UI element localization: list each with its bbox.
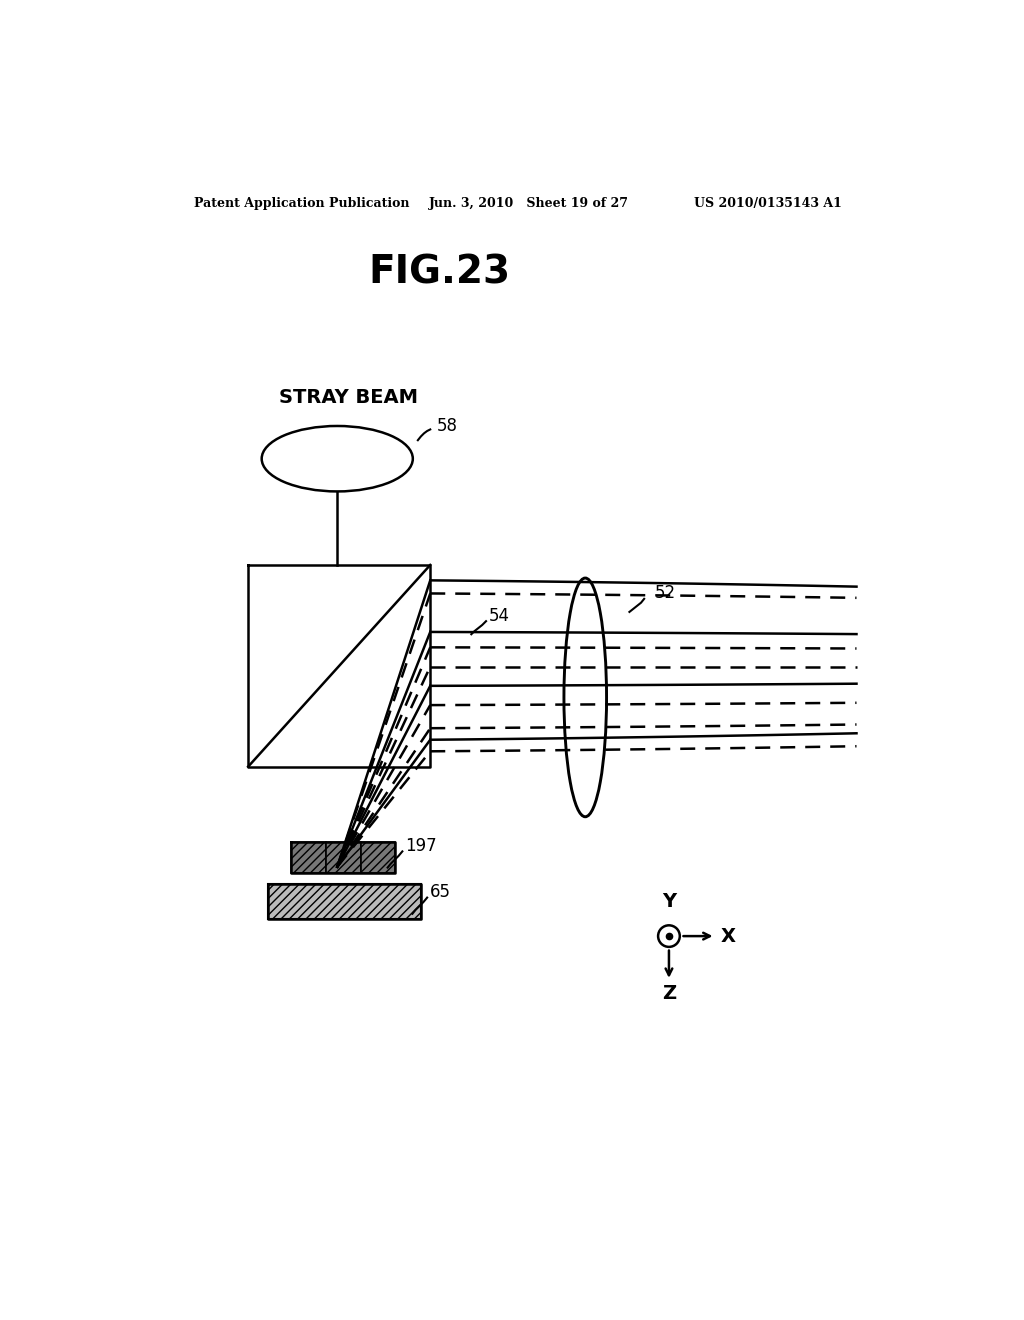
Text: 54: 54	[489, 607, 510, 624]
Text: US 2010/0135143 A1: US 2010/0135143 A1	[693, 197, 842, 210]
Text: FIG.23: FIG.23	[369, 253, 510, 292]
Text: Jun. 3, 2010   Sheet 19 of 27: Jun. 3, 2010 Sheet 19 of 27	[429, 197, 629, 210]
Bar	[291, 842, 326, 873]
Text: 52: 52	[655, 585, 676, 602]
Text: X: X	[720, 927, 735, 945]
Text: 197: 197	[406, 837, 437, 855]
Text: Z: Z	[662, 983, 676, 1003]
Text: 58: 58	[436, 417, 458, 436]
Bar	[267, 884, 421, 919]
Text: 65: 65	[430, 883, 452, 902]
Bar	[326, 842, 360, 873]
Bar	[360, 842, 395, 873]
Text: STRAY BEAM: STRAY BEAM	[280, 388, 418, 407]
Text: Patent Application Publication: Patent Application Publication	[194, 197, 410, 210]
Text: Y: Y	[662, 892, 676, 911]
